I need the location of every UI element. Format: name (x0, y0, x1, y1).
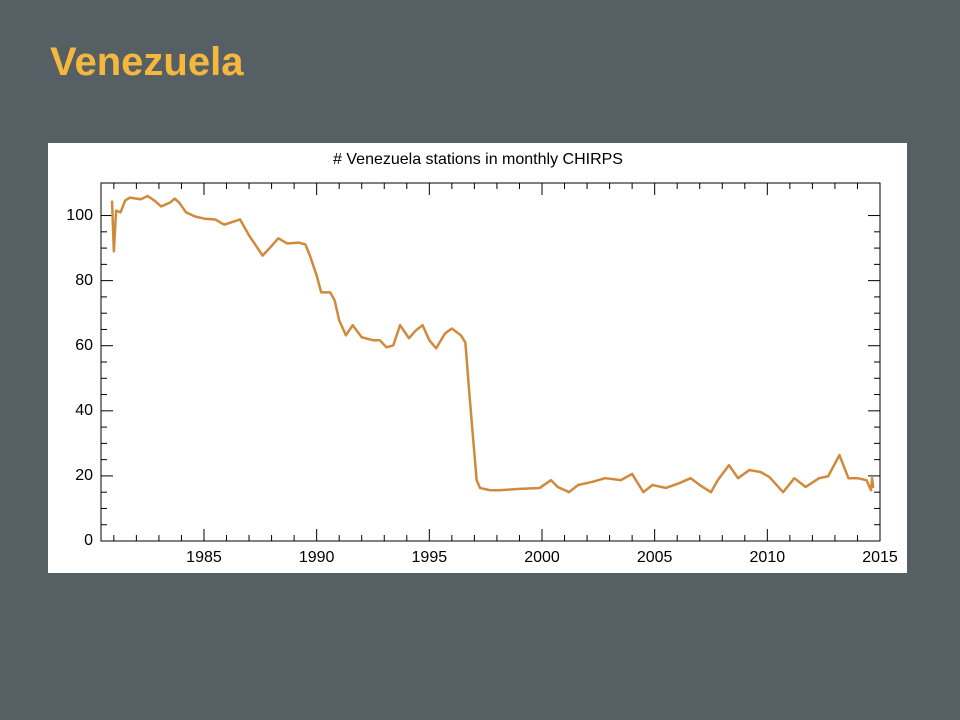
x-tick-label: 2015 (862, 549, 898, 566)
x-tick-label: 1995 (412, 549, 448, 566)
y-tick-label: 60 (75, 337, 93, 354)
x-tick-label: 1985 (186, 549, 222, 566)
y-tick-label: 20 (75, 467, 93, 484)
x-tick-label: 1990 (299, 549, 335, 566)
x-tick-label: 2010 (750, 549, 786, 566)
y-tick-label: 80 (75, 272, 93, 289)
data-line (110, 194, 875, 494)
x-tick-label: 2000 (524, 549, 560, 566)
chart-title: # Venezuela stations in monthly CHIRPS (333, 151, 623, 168)
slide-title: Venezuela (50, 40, 244, 84)
chart-background (48, 143, 907, 573)
chart: # Venezuela stations in monthly CHIRPS 0… (48, 143, 907, 573)
y-tick-label: 100 (66, 207, 93, 224)
x-tick-label: 2005 (637, 549, 673, 566)
y-tick-label: 40 (75, 402, 93, 419)
y-tick-label: 0 (84, 532, 93, 549)
